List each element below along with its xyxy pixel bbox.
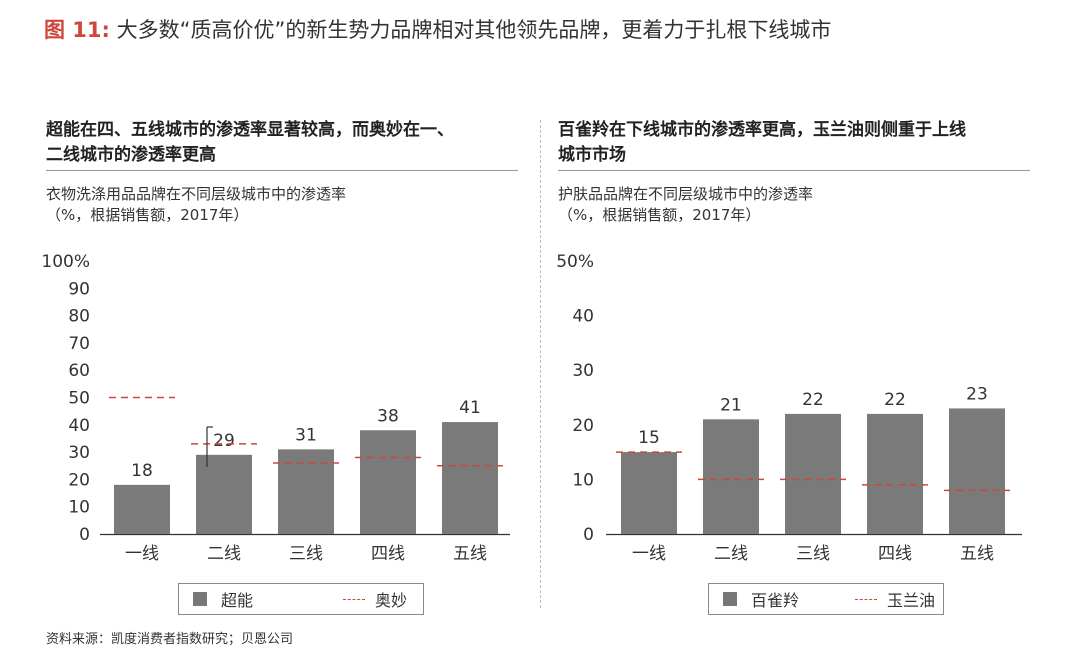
figure-number: 图 11:	[44, 18, 110, 42]
right-bar	[621, 452, 677, 534]
right-bar	[785, 413, 841, 534]
left-ytick-label: 80	[68, 307, 90, 327]
left-category-label: 二线	[207, 544, 241, 564]
left-legend-line-swatch	[343, 598, 366, 600]
left-ytick-label: 50	[68, 389, 90, 409]
right-panel-subtitle: 护肤品品牌在不同层级城市中的渗透率 （%，根据销售额，2017年）	[558, 184, 813, 226]
right-bar-value-label: 23	[966, 384, 988, 404]
left-category-label: 四线	[371, 544, 405, 564]
right-bar	[949, 408, 1005, 534]
source-note: 资料来源：凯度消费者指数研究；贝恩公司	[46, 632, 294, 647]
right-ytick-label: 0	[583, 525, 594, 545]
left-ytick-label: 100%	[41, 252, 90, 272]
left-ytick-label: 90	[68, 279, 90, 299]
right-ytick-label: 40	[572, 307, 594, 327]
right-category-label: 四线	[878, 544, 912, 564]
right-heading-line2: 城市市场	[558, 145, 626, 165]
right-bar-value-label: 22	[802, 390, 824, 410]
right-ytick-label: 50%	[556, 252, 594, 272]
left-bar	[360, 430, 416, 534]
left-legend-bar-label: 超能	[221, 591, 254, 610]
left-ytick-label: 70	[68, 334, 90, 354]
left-sub-line2: （%，根据销售额，2017年）	[46, 206, 249, 224]
left-ytick-label: 40	[68, 416, 90, 436]
right-bar-value-label: 15	[638, 428, 660, 448]
right-ytick-label: 10	[572, 470, 594, 490]
panel-divider	[540, 120, 541, 608]
right-category-label: 一线	[632, 544, 666, 564]
left-ytick-label: 0	[79, 525, 90, 545]
right-chart: 0 10 20 30 40 50% 15 一线 21 二线 22 三线 22 四线 23 五线	[556, 252, 1022, 564]
right-legend-bar-swatch	[723, 592, 737, 606]
left-heading-rule	[46, 170, 518, 171]
left-bar-value-label: 29	[213, 431, 235, 451]
right-bar-value-label: 21	[720, 395, 742, 415]
left-bar	[196, 454, 252, 534]
right-ytick-label: 30	[572, 361, 594, 381]
left-ytick-label: 20	[68, 470, 90, 490]
left-category-label: 五线	[453, 544, 487, 564]
figure-title-text: 大多数“质高价优”的新生势力品牌相对其他领先品牌，更着力于扎根下线城市	[116, 18, 832, 42]
left-sub-line1: 衣物洗涤用品品牌在不同层级城市中的渗透率	[46, 185, 347, 203]
left-legend: 超能 奥妙	[178, 583, 424, 615]
right-category-label: 五线	[960, 544, 994, 564]
right-legend: 百雀羚 玉兰油	[708, 583, 944, 615]
right-panel-heading: 百雀羚在下线城市的渗透率更高，玉兰油则侧重于上线 城市市场	[558, 118, 966, 168]
right-bar-value-label: 22	[884, 390, 906, 410]
left-bar	[114, 484, 170, 534]
left-heading-line1: 超能在四、五线城市的渗透率显著较高，而奥妙在一、	[46, 120, 454, 140]
left-bar-value-label: 41	[459, 398, 481, 418]
left-category-label: 一线	[125, 544, 159, 564]
right-ytick-label: 20	[572, 416, 594, 436]
right-category-label: 三线	[796, 544, 830, 564]
left-heading-line2: 二线城市的渗透率更高	[46, 145, 216, 165]
left-panel-heading: 超能在四、五线城市的渗透率显著较高，而奥妙在一、 二线城市的渗透率更高	[46, 118, 454, 168]
left-category-label: 三线	[289, 544, 323, 564]
right-legend-line-label: 玉兰油	[887, 591, 936, 610]
right-bar	[703, 419, 759, 534]
left-bar	[278, 449, 334, 534]
left-ytick-label: 60	[68, 361, 90, 381]
left-bar-value-label: 31	[295, 425, 317, 445]
left-ytick-label: 30	[68, 443, 90, 463]
right-heading-line1: 百雀羚在下线城市的渗透率更高，玉兰油则侧重于上线	[558, 120, 966, 140]
left-bar	[442, 422, 498, 534]
right-category-label: 二线	[714, 544, 748, 564]
figure-title: 图 11: 大多数“质高价优”的新生势力品牌相对其他领先品牌，更着力于扎根下线城…	[44, 14, 831, 44]
left-panel-subtitle: 衣物洗涤用品品牌在不同层级城市中的渗透率 （%，根据销售额，2017年）	[46, 184, 346, 226]
right-sub-line1: 护肤品品牌在不同层级城市中的渗透率	[558, 185, 814, 203]
right-legend-bar-label: 百雀羚	[751, 591, 800, 610]
left-ytick-label: 10	[68, 498, 90, 518]
left-bar-value-label: 18	[131, 461, 153, 481]
right-sub-line2: （%，根据销售额，2017年）	[558, 206, 761, 224]
left-bar-value-label: 38	[377, 406, 399, 426]
right-legend-line-swatch	[855, 598, 878, 600]
left-legend-bar-swatch	[193, 592, 207, 606]
right-heading-rule	[558, 170, 1030, 171]
left-chart: 0 10 20 30 40 50 60 70 80 90 100% 18 一线 29 二线 31 三线 38 四线 4…	[41, 252, 510, 564]
left-legend-line-label: 奥妙	[375, 591, 408, 610]
right-bar	[867, 413, 923, 534]
